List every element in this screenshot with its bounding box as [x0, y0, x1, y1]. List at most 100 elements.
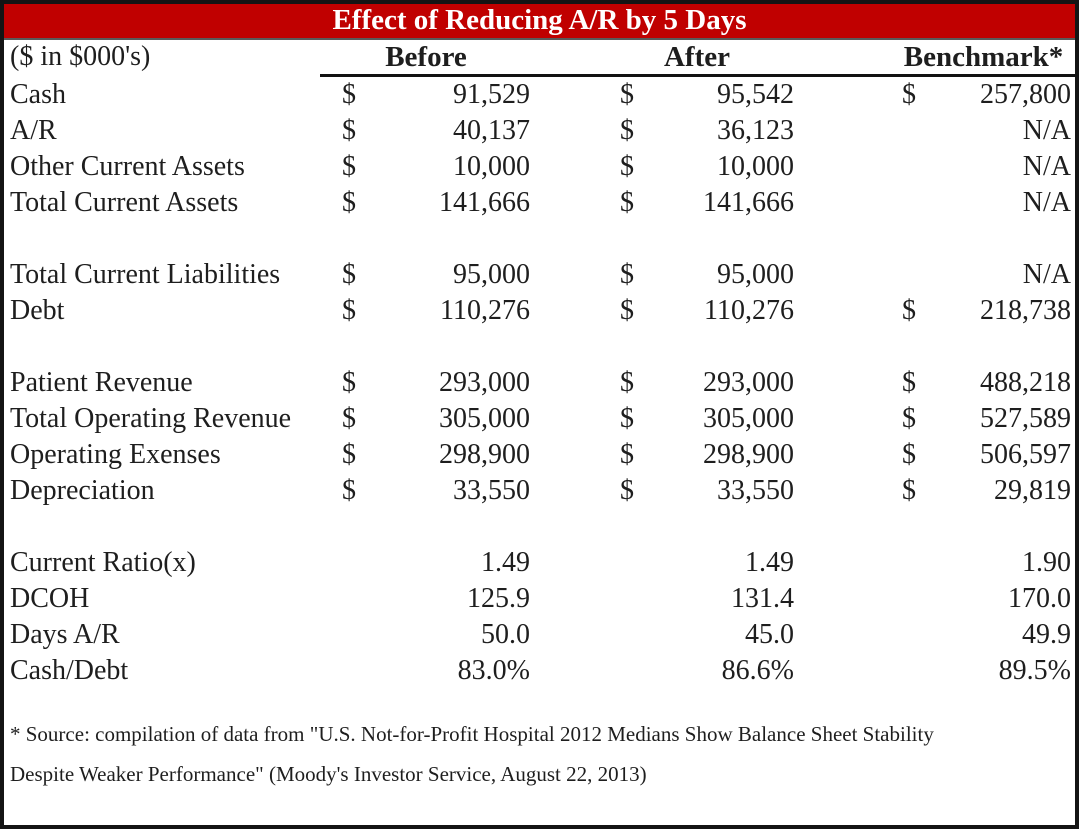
before-cell: $33,550 — [338, 473, 534, 509]
dollar-sign: $ — [620, 367, 634, 398]
benchmark-cell: 49.9 — [902, 617, 1075, 653]
benchmark-cell: N/A — [902, 149, 1075, 185]
before-cell: $293,000 — [338, 365, 534, 401]
after-cell: $95,542 — [620, 77, 798, 113]
before-cell: 125.9 — [338, 581, 534, 617]
table-row: Total Current Liabilities $95,000 $95,00… — [4, 257, 1075, 293]
before-cell: $10,000 — [338, 149, 534, 185]
section-liabilities: Total Current Liabilities $95,000 $95,00… — [4, 257, 1075, 329]
after-cell: $110,276 — [620, 293, 798, 329]
section-ratios: Current Ratio(x) 1.49 1.49 1.90 DCOH 125… — [4, 545, 1075, 689]
benchmark-value: 49.9 — [1022, 619, 1071, 650]
before-value: 33,550 — [453, 475, 530, 506]
after-cell: $36,123 — [620, 113, 798, 149]
after-value: 45.0 — [745, 619, 794, 650]
row-label: Total Current Assets — [10, 187, 239, 218]
benchmark-value: 488,218 — [980, 367, 1071, 398]
row-label: Operating Exenses — [10, 439, 221, 470]
after-value: 36,123 — [717, 115, 794, 146]
benchmark-value: N/A — [1022, 151, 1071, 182]
source-footnote: * Source: compilation of data from "U.S.… — [4, 721, 1075, 787]
benchmark-value: 527,589 — [980, 403, 1071, 434]
table-row: A/R $40,137 $36,123 N/A — [4, 113, 1075, 149]
benchmark-value: 170.0 — [1008, 583, 1071, 614]
after-cell: 131.4 — [620, 581, 798, 617]
benchmark-value: 1.90 — [1022, 547, 1071, 578]
before-cell: $305,000 — [338, 401, 534, 437]
dollar-sign: $ — [342, 439, 356, 470]
table-header-row: ($ in $000's) Before After Benchmark* — [4, 40, 1075, 77]
benchmark-cell: 89.5% — [902, 653, 1075, 689]
row-label: Patient Revenue — [10, 367, 193, 398]
after-value: 86.6% — [721, 655, 794, 686]
dollar-sign: $ — [902, 475, 916, 506]
dollar-sign: $ — [342, 295, 356, 326]
benchmark-value: N/A — [1022, 187, 1071, 218]
dollar-sign: $ — [620, 403, 634, 434]
column-header-benchmark: Benchmark* — [903, 41, 1064, 73]
before-value: 125.9 — [467, 583, 530, 614]
dollar-sign: $ — [342, 187, 356, 218]
before-cell: $141,666 — [338, 185, 534, 221]
units-note: ($ in $000's) — [10, 41, 151, 72]
table-row: Depreciation $33,550 $33,550 $29,819 — [4, 473, 1075, 509]
after-value: 95,000 — [717, 259, 794, 290]
dollar-sign: $ — [620, 79, 634, 110]
dollar-sign: $ — [902, 295, 916, 326]
after-value: 33,550 — [717, 475, 794, 506]
benchmark-cell: 170.0 — [902, 581, 1075, 617]
benchmark-cell: $506,597 — [902, 437, 1075, 473]
before-value: 305,000 — [439, 403, 530, 434]
dollar-sign: $ — [620, 475, 634, 506]
benchmark-value: 506,597 — [980, 439, 1071, 470]
column-header-after: After — [663, 41, 730, 73]
table-row: Total Current Assets $141,666 $141,666 N… — [4, 185, 1075, 221]
row-label: Cash/Debt — [10, 655, 129, 686]
dollar-sign: $ — [902, 403, 916, 434]
section-current-assets: Cash $91,529 $95,542 $257,800 A/R $40,13… — [4, 77, 1075, 221]
before-cell: 50.0 — [338, 617, 534, 653]
after-value: 293,000 — [703, 367, 794, 398]
after-value: 95,542 — [717, 79, 794, 110]
after-cell: 86.6% — [620, 653, 798, 689]
dollar-sign: $ — [620, 295, 634, 326]
before-cell: 83.0% — [338, 653, 534, 689]
after-cell: $141,666 — [620, 185, 798, 221]
benchmark-cell: $257,800 — [902, 77, 1075, 113]
header-underline — [320, 74, 1075, 77]
row-label: A/R — [10, 115, 57, 146]
after-cell: $298,900 — [620, 437, 798, 473]
before-value: 95,000 — [453, 259, 530, 290]
before-value: 40,137 — [453, 115, 530, 146]
benchmark-value: 29,819 — [994, 475, 1071, 506]
dollar-sign: $ — [620, 187, 634, 218]
footnote-line-1: * Source: compilation of data from "U.S.… — [10, 722, 934, 746]
benchmark-cell: $527,589 — [902, 401, 1075, 437]
before-cell: $95,000 — [338, 257, 534, 293]
before-value: 293,000 — [439, 367, 530, 398]
row-label: Total Operating Revenue — [10, 403, 292, 434]
before-value: 91,529 — [453, 79, 530, 110]
dollar-sign: $ — [342, 79, 356, 110]
before-value: 50.0 — [481, 619, 530, 650]
table-row: Cash $91,529 $95,542 $257,800 — [4, 77, 1075, 113]
dollar-sign: $ — [902, 367, 916, 398]
footnote-line-2: Despite Weaker Performance" (Moody's Inv… — [10, 762, 647, 786]
before-value: 141,666 — [439, 187, 530, 218]
before-value: 83.0% — [457, 655, 530, 686]
benchmark-cell: N/A — [902, 113, 1075, 149]
table-row: Total Operating Revenue $305,000 $305,00… — [4, 401, 1075, 437]
after-cell: $33,550 — [620, 473, 798, 509]
after-cell: 1.49 — [620, 545, 798, 581]
dollar-sign: $ — [342, 367, 356, 398]
dollar-sign: $ — [902, 79, 916, 110]
after-value: 110,276 — [704, 295, 794, 326]
benchmark-cell: $488,218 — [902, 365, 1075, 401]
table-row: Current Ratio(x) 1.49 1.49 1.90 — [4, 545, 1075, 581]
after-value: 1.49 — [745, 547, 794, 578]
benchmark-cell: $218,738 — [902, 293, 1075, 329]
dollar-sign: $ — [342, 115, 356, 146]
table-row: Days A/R 50.0 45.0 49.9 — [4, 617, 1075, 653]
dollar-sign: $ — [342, 151, 356, 182]
